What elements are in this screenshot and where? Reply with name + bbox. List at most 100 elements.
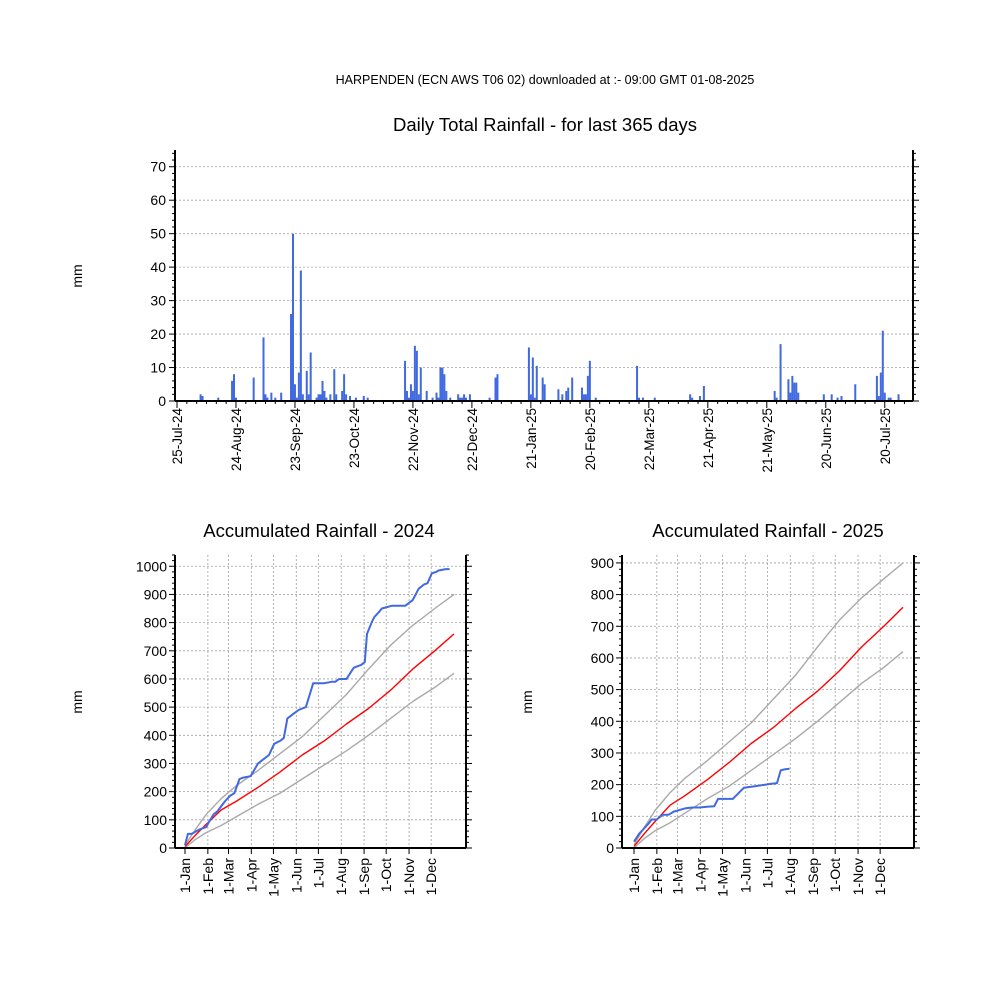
rain-bar bbox=[836, 397, 839, 401]
rain-bar bbox=[435, 392, 438, 401]
rain-bar bbox=[199, 394, 202, 401]
rain-bar bbox=[877, 395, 880, 401]
rain-bar bbox=[297, 372, 300, 401]
rain-bar bbox=[431, 397, 434, 401]
x-tick-label: 1-Jan bbox=[177, 858, 193, 893]
rain-bar bbox=[333, 369, 336, 401]
y-tick-label: 50 bbox=[150, 226, 166, 242]
rain-bar bbox=[541, 377, 544, 401]
x-tick-label: 1-Jan bbox=[626, 858, 642, 893]
rain-bar bbox=[567, 387, 570, 401]
y-tick-label: 30 bbox=[150, 293, 166, 309]
y-tick-label: 0 bbox=[158, 393, 166, 409]
rain-bar bbox=[580, 387, 583, 401]
x-tick-label: 1-Apr bbox=[692, 858, 708, 893]
acc-2025-ylabel: mm bbox=[519, 690, 535, 713]
rain-bar bbox=[217, 397, 220, 401]
x-tick-label: 1-Nov bbox=[401, 858, 417, 895]
rain-bar bbox=[586, 375, 589, 401]
rain-bar bbox=[419, 367, 422, 401]
rain-bar bbox=[543, 384, 546, 401]
rain-bar bbox=[897, 394, 900, 401]
rain-bar bbox=[641, 397, 644, 401]
rain-bar bbox=[557, 389, 560, 401]
rain-bar bbox=[584, 394, 587, 401]
rain-bar bbox=[299, 270, 302, 401]
x-tick-label: 1-Aug bbox=[333, 858, 349, 895]
rain-bar bbox=[789, 392, 792, 401]
x-tick-label: 22-Dec-24 bbox=[465, 408, 480, 472]
rain-bar bbox=[335, 394, 338, 401]
rain-bar bbox=[702, 385, 705, 401]
rain-bar bbox=[594, 397, 597, 401]
accumulated-2024-chart: Accumulated Rainfall - 2024 mm 0 100 200 30… bbox=[69, 520, 472, 897]
rain-bar bbox=[354, 397, 357, 401]
x-tick-label: 1-Sep bbox=[356, 858, 372, 896]
x-tick-label: 20-Jul-25 bbox=[878, 408, 893, 464]
rain-bar bbox=[571, 377, 574, 401]
x-tick-label: 1-Feb bbox=[649, 858, 665, 895]
rain-bar bbox=[406, 390, 409, 401]
rain-bar bbox=[527, 347, 530, 401]
rain-bar bbox=[854, 384, 857, 401]
y-tick-label: 100 bbox=[144, 812, 168, 828]
y-tick-label: 500 bbox=[591, 682, 615, 698]
rain-bar bbox=[323, 390, 326, 401]
rain-bar bbox=[329, 394, 332, 401]
rain-bar bbox=[366, 397, 369, 401]
x-tick-label: 23-Sep-24 bbox=[288, 408, 303, 472]
x-tick-label: 1-Jun bbox=[288, 858, 304, 893]
rain-bar bbox=[234, 397, 237, 401]
rain-bar bbox=[691, 397, 694, 401]
y-tick-label: 0 bbox=[159, 840, 167, 856]
x-tick-label: 1-Jul bbox=[310, 858, 326, 888]
rain-bar bbox=[494, 377, 497, 401]
rain-bar bbox=[270, 392, 273, 401]
rain-bar bbox=[565, 390, 568, 401]
rain-bar bbox=[883, 392, 886, 401]
daily-rainfall-chart: Daily Total Rainfall - for last 365 days… bbox=[69, 114, 919, 473]
rain-bar bbox=[461, 397, 464, 401]
rain-bar bbox=[496, 374, 499, 401]
rain-bar bbox=[349, 395, 352, 401]
y-tick-label: 300 bbox=[591, 745, 615, 761]
y-tick-label: 800 bbox=[591, 587, 615, 603]
acc-2025-title: Accumulated Rainfall - 2025 bbox=[652, 520, 883, 541]
rain-bar bbox=[773, 390, 776, 401]
rain-bar bbox=[233, 374, 236, 401]
rain-bar bbox=[343, 374, 346, 401]
rain-bar bbox=[791, 375, 794, 401]
rain-bar bbox=[252, 377, 255, 401]
y-tick-label: 70 bbox=[150, 159, 166, 175]
rain-bar bbox=[301, 394, 304, 401]
x-tick-label: 1-Oct bbox=[378, 858, 394, 892]
rain-bar bbox=[321, 380, 324, 401]
y-tick-label: 200 bbox=[144, 784, 168, 800]
daily-chart-title: Daily Total Rainfall - for last 365 days bbox=[393, 114, 697, 135]
x-tick-label: 1-Nov bbox=[850, 858, 866, 895]
rain-bar bbox=[305, 370, 308, 401]
y-tick-label: 40 bbox=[150, 259, 166, 275]
y-tick-label: 600 bbox=[591, 650, 615, 666]
rain-bar bbox=[274, 397, 277, 401]
rain-bar bbox=[443, 374, 446, 401]
x-tick-label: 1-Mar bbox=[220, 858, 236, 895]
rain-bar bbox=[689, 394, 692, 401]
rain-bar bbox=[793, 382, 796, 401]
rain-bar bbox=[319, 394, 322, 401]
rain-bar bbox=[231, 380, 234, 401]
y-tick-label: 200 bbox=[591, 777, 615, 793]
y-tick-label: 800 bbox=[144, 615, 168, 631]
rain-bar bbox=[325, 397, 328, 401]
rain-bar bbox=[345, 394, 348, 401]
y-tick-label: 400 bbox=[144, 727, 168, 743]
rain-bar bbox=[293, 384, 296, 401]
rain-bar bbox=[875, 375, 878, 401]
rain-bar bbox=[415, 350, 418, 401]
rain-bar bbox=[307, 394, 310, 401]
rain-bar bbox=[561, 394, 564, 401]
rain-bar bbox=[459, 397, 462, 401]
y-tick-label: 700 bbox=[144, 643, 168, 659]
x-tick-label: 1-Mar bbox=[669, 858, 685, 895]
